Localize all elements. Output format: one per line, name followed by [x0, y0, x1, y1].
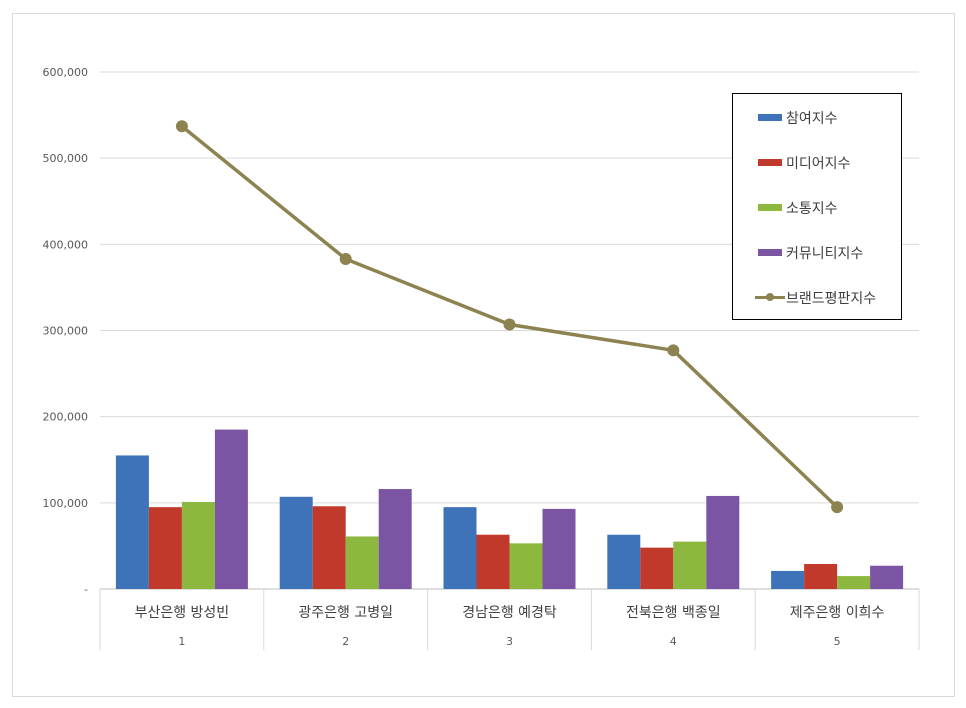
x-category-label: 경남은행 예경탁 — [462, 605, 557, 621]
line-point — [667, 344, 680, 357]
legend-item: 미디어지수 — [733, 152, 901, 172]
bar — [443, 507, 477, 589]
bar — [214, 429, 248, 589]
bar — [509, 543, 543, 589]
bar — [115, 455, 149, 589]
legend-label: 참여지수 — [786, 111, 838, 127]
legend-label: 소통지수 — [786, 201, 838, 217]
x-category-label: 부산은행 방성빈 — [135, 605, 230, 621]
x-rank-label: 3 — [506, 635, 513, 648]
legend-label: 커뮤니티지수 — [786, 246, 864, 262]
bar — [706, 495, 740, 589]
bar — [148, 507, 182, 589]
legend-item: 참여지수 — [733, 107, 901, 127]
line-point — [831, 501, 844, 514]
y-tick-label: 200,000 — [43, 411, 89, 424]
y-tick-label: 400,000 — [43, 238, 89, 251]
line-point — [503, 318, 516, 331]
legend-label: 미디어지수 — [786, 156, 851, 172]
x-rank-label: 4 — [670, 635, 677, 648]
bar — [279, 496, 313, 589]
bar — [673, 541, 707, 589]
legend-item: 소통지수 — [733, 197, 901, 217]
legend-item: 브랜드평판지수 — [733, 287, 901, 307]
bar — [476, 534, 510, 589]
legend-marker — [766, 293, 774, 301]
y-tick-label: 300,000 — [43, 325, 89, 338]
bar — [542, 508, 576, 589]
y-tick-label: 100,000 — [43, 497, 89, 510]
x-category-label: 광주은행 고병일 — [298, 605, 393, 621]
bar — [804, 564, 838, 589]
x-rank-label: 1 — [178, 635, 185, 648]
legend-swatch — [758, 114, 782, 121]
x-category-label: 전북은행 백종일 — [626, 605, 721, 621]
bar — [181, 501, 215, 589]
bar — [640, 547, 674, 589]
x-category-label: 제주은행 이희수 — [790, 605, 885, 621]
line-point — [339, 252, 352, 265]
bar — [607, 534, 641, 589]
bar — [378, 489, 412, 589]
y-tick-label: 500,000 — [43, 152, 89, 165]
legend-label: 브랜드평판지수 — [786, 291, 877, 307]
x-rank-label: 2 — [342, 635, 349, 648]
line-point — [175, 120, 188, 133]
y-tick-label: - — [84, 583, 88, 596]
bar — [345, 536, 379, 589]
bar — [837, 576, 871, 589]
legend-item: 커뮤니티지수 — [733, 242, 901, 262]
bar — [870, 565, 904, 589]
bar — [312, 506, 346, 589]
legend-swatch — [758, 204, 782, 211]
x-rank-label: 5 — [834, 635, 841, 648]
legend-swatch — [758, 249, 782, 256]
bar — [771, 570, 805, 589]
legend-swatch — [758, 159, 782, 166]
y-tick-label: 600,000 — [43, 66, 89, 79]
